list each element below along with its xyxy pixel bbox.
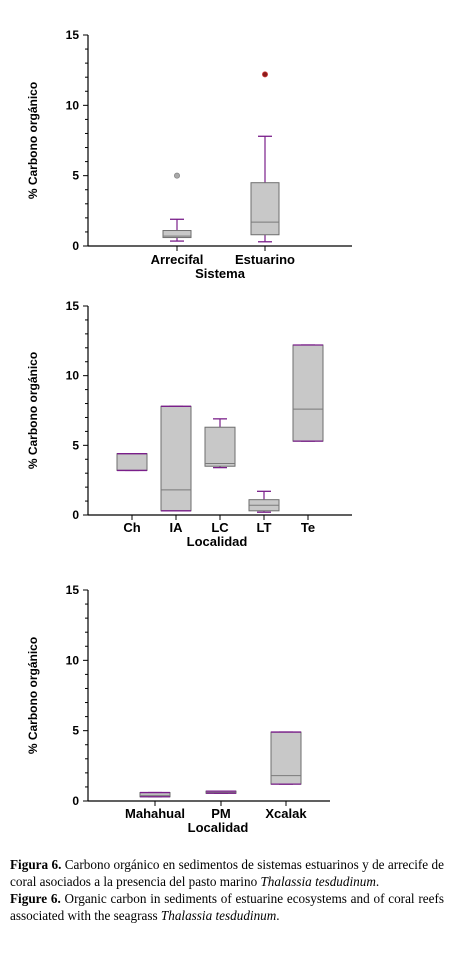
y-tick-label: 0 (72, 239, 79, 253)
x-category-label: LT (257, 520, 272, 535)
y-tick-label: 5 (72, 724, 79, 738)
box-iqr (292, 344, 324, 442)
caption-es-label: Figura 6. (10, 857, 62, 872)
caption-en-label: Figure 6. (10, 891, 61, 906)
caption-en-end: . (276, 908, 280, 923)
x-axis-title: Localidad (187, 534, 248, 549)
chart-localidad-arrecifal: 0 5 10 15 Mahahual PM Xcalak Localidad % Carbono… (26, 583, 330, 835)
caption-es-end: . (375, 874, 380, 889)
y-tick-label: 10 (66, 653, 80, 667)
outlier-point (261, 71, 268, 78)
box-iqr (204, 426, 236, 467)
caption-en-text: Organic carbon in sediments of estuarine… (10, 891, 444, 923)
y-tick-label: 15 (66, 583, 80, 597)
x-category-label: PM (211, 806, 231, 821)
caption-es-text: Carbono orgánico en sedimentos de sistem… (10, 857, 444, 889)
x-category-label: Ch (123, 520, 140, 535)
y-tick-label: 15 (66, 299, 80, 313)
box-iqr (160, 405, 192, 512)
y-axis-title: % Carbono orgánico (26, 637, 40, 754)
box-iqr (270, 731, 302, 785)
box-iqr (116, 453, 148, 471)
y-axis-title: % Carbono orgánico (26, 352, 40, 469)
caption-en-species: Thalassia tesdudinum (160, 908, 277, 923)
x-axis-title: Localidad (188, 820, 249, 835)
caption-es-species: Thalassia tesdudinum (260, 874, 376, 889)
chart-localidad-estuarino: 0 5 10 15 Ch IA LC LT Te Localidad % Carbono orgán… (26, 299, 352, 549)
y-tick-label: 10 (66, 98, 80, 112)
x-category-label: Arrecifal (151, 252, 204, 267)
x-axis-title: Sistema (195, 266, 246, 281)
outlier-point (173, 172, 180, 179)
y-tick-label: 0 (72, 794, 79, 808)
y-tick-label: 5 (72, 169, 79, 183)
y-tick-label: 15 (66, 28, 80, 42)
x-category-label: IA (170, 520, 184, 535)
figure-caption: Figura 6. Carbono orgánico en sedimentos… (10, 856, 444, 924)
x-category-label: LC (211, 520, 229, 535)
x-category-label: Te (301, 520, 315, 535)
y-axis-title: % Carbono orgánico (26, 82, 40, 199)
x-category-label: Mahahual (125, 806, 185, 821)
y-tick-label: 10 (66, 369, 80, 383)
x-category-label: Xcalak (265, 806, 307, 821)
box-iqr (162, 230, 192, 239)
y-tick-label: 5 (72, 438, 79, 452)
caption-es: Figura 6. Carbono orgánico en sedimentos… (10, 856, 444, 890)
x-category-label: Estuarino (235, 252, 295, 267)
caption-en: Figure 6. Organic carbon in sediments of… (10, 890, 444, 924)
y-tick-label: 0 (72, 508, 79, 522)
box-iqr (250, 182, 280, 236)
